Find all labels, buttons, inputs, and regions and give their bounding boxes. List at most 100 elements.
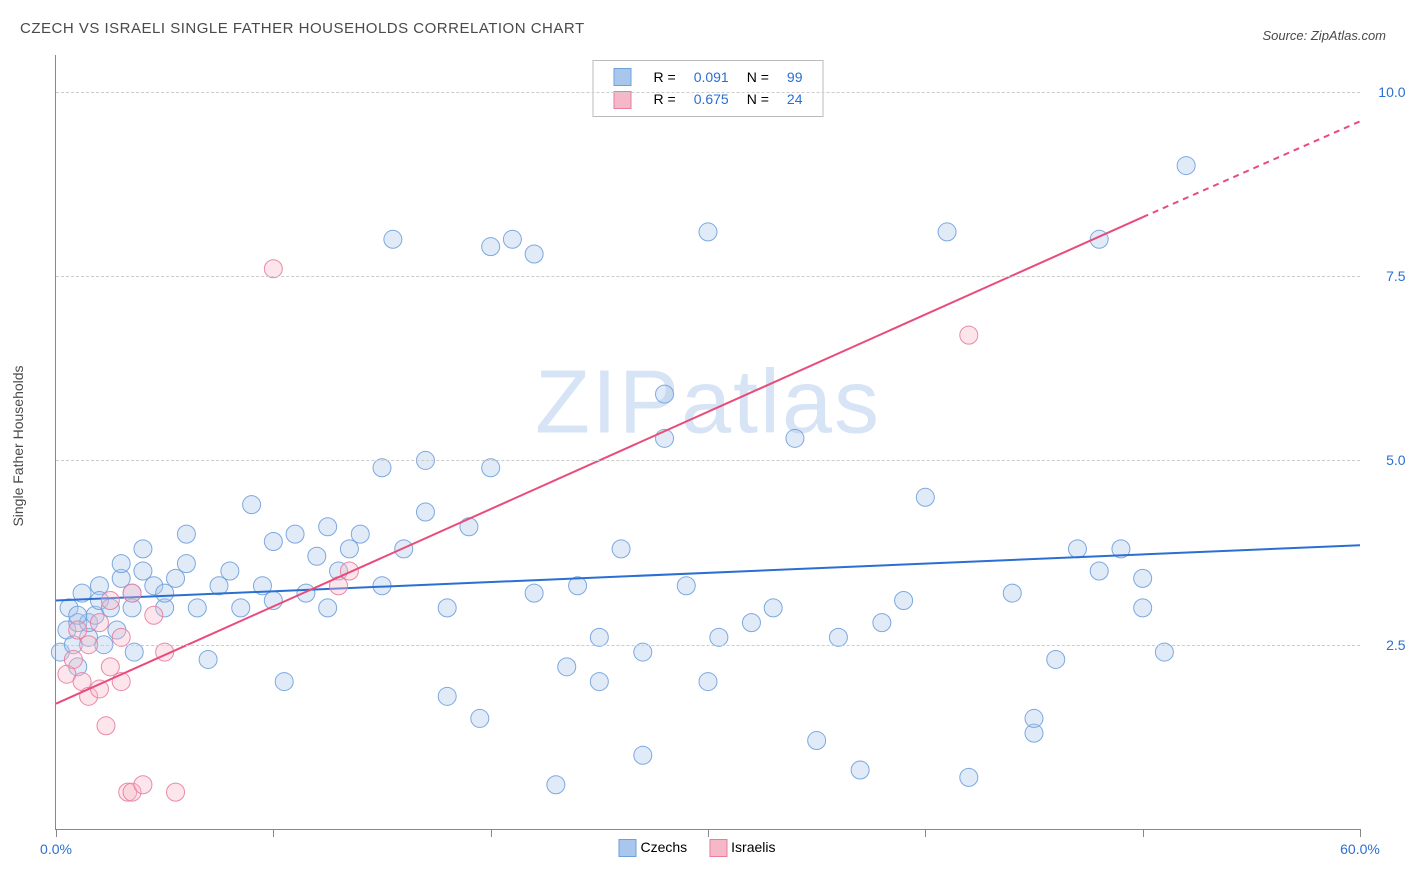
x-tick: [1360, 829, 1361, 837]
scatter-point: [319, 518, 337, 536]
scatter-point: [64, 650, 82, 668]
scatter-point: [134, 540, 152, 558]
chart-container: CZECH VS ISRAELI SINGLE FATHER HOUSEHOLD…: [0, 0, 1406, 892]
scatter-point: [145, 606, 163, 624]
scatter-point: [482, 238, 500, 256]
scatter-point: [590, 673, 608, 691]
scatter-point: [340, 540, 358, 558]
scatter-point: [764, 599, 782, 617]
scatter-point: [264, 260, 282, 278]
scatter-point: [112, 555, 130, 573]
plot-area: ZIPatlas R =0.091N =99R =0.675N =24 Czec…: [55, 55, 1360, 830]
scatter-point: [416, 503, 434, 521]
scatter-point: [873, 614, 891, 632]
legend-R-value: 0.091: [686, 67, 737, 87]
scatter-point: [210, 577, 228, 595]
scatter-point: [634, 746, 652, 764]
scatter-point: [829, 628, 847, 646]
legend-swatch: [614, 91, 632, 109]
legend-series-item: Israelis: [709, 839, 775, 855]
scatter-point: [167, 783, 185, 801]
scatter-point: [786, 429, 804, 447]
scatter-point: [90, 680, 108, 698]
scatter-point: [1068, 540, 1086, 558]
scatter-point: [525, 584, 543, 602]
legend-stats-row: R =0.091N =99: [606, 67, 811, 87]
scatter-point: [232, 599, 250, 617]
scatter-point: [112, 628, 130, 646]
scatter-point: [221, 562, 239, 580]
scatter-point: [590, 628, 608, 646]
legend-swatch: [614, 68, 632, 86]
scatter-point: [177, 555, 195, 573]
scatter-point: [525, 245, 543, 263]
scatter-point: [319, 599, 337, 617]
scatter-point: [156, 584, 174, 602]
y-tick-label: 5.0%: [1368, 452, 1406, 468]
scatter-point: [97, 717, 115, 735]
scatter-point: [264, 533, 282, 551]
scatter-point: [656, 385, 674, 403]
scatter-point: [134, 562, 152, 580]
scatter-point: [101, 591, 119, 609]
scatter-point: [677, 577, 695, 595]
scatter-point: [710, 628, 728, 646]
legend-swatch: [709, 839, 727, 857]
gridline: [56, 276, 1360, 277]
scatter-point: [1090, 562, 1108, 580]
scatter-point: [199, 650, 217, 668]
scatter-point: [1025, 709, 1043, 727]
scatter-point: [1003, 584, 1021, 602]
legend-R-label: R =: [646, 67, 684, 87]
legend-series-label: Czechs: [640, 839, 687, 855]
scatter-point: [960, 326, 978, 344]
scatter-point: [699, 223, 717, 241]
scatter-point: [558, 658, 576, 676]
source-label: Source: ZipAtlas.com: [1262, 28, 1386, 43]
gridline: [56, 645, 1360, 646]
scatter-point: [297, 584, 315, 602]
scatter-point: [123, 584, 141, 602]
scatter-point: [134, 776, 152, 794]
legend-N-value: 99: [779, 67, 811, 87]
trend-line-extrapolated: [1143, 121, 1360, 217]
gridline: [56, 92, 1360, 93]
scatter-point: [471, 709, 489, 727]
legend-stats: R =0.091N =99R =0.675N =24: [593, 60, 824, 117]
x-tick: [1143, 829, 1144, 837]
scatter-point: [101, 658, 119, 676]
scatter-point: [188, 599, 206, 617]
scatter-point: [308, 547, 326, 565]
scatter-point: [938, 223, 956, 241]
legend-stats-table: R =0.091N =99R =0.675N =24: [604, 65, 813, 112]
chart-title: CZECH VS ISRAELI SINGLE FATHER HOUSEHOLD…: [20, 20, 585, 37]
scatter-point: [167, 569, 185, 587]
scatter-point: [373, 459, 391, 477]
scatter-point: [438, 687, 456, 705]
x-tick-label: 0.0%: [40, 841, 72, 857]
y-tick-label: 10.0%: [1368, 84, 1406, 100]
scatter-point: [69, 621, 87, 639]
legend-N-label: N =: [739, 67, 777, 87]
x-tick: [491, 829, 492, 837]
scatter-point: [351, 525, 369, 543]
x-tick: [925, 829, 926, 837]
scatter-point: [612, 540, 630, 558]
x-tick-label: 60.0%: [1340, 841, 1380, 857]
scatter-point: [808, 732, 826, 750]
plot-svg: [56, 55, 1360, 829]
scatter-point: [438, 599, 456, 617]
scatter-point: [90, 614, 108, 632]
scatter-point: [177, 525, 195, 543]
scatter-point: [1177, 157, 1195, 175]
scatter-point: [1134, 569, 1152, 587]
scatter-point: [1134, 599, 1152, 617]
scatter-point: [742, 614, 760, 632]
legend-series: Czechs Israelis: [618, 839, 797, 857]
scatter-point: [916, 488, 934, 506]
scatter-point: [547, 776, 565, 794]
legend-series-label: Israelis: [731, 839, 775, 855]
x-tick: [708, 829, 709, 837]
trend-line: [56, 545, 1360, 600]
scatter-point: [634, 643, 652, 661]
